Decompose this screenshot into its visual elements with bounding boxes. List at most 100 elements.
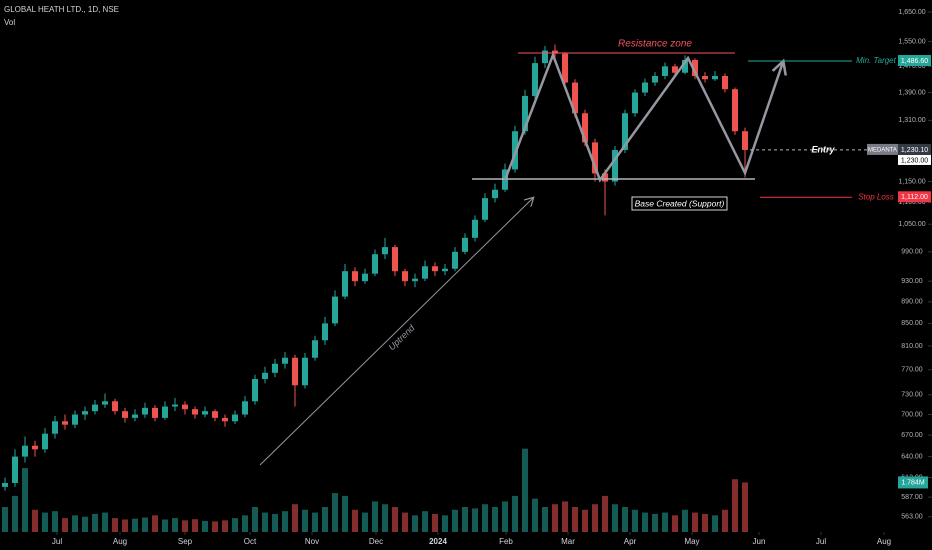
candle-body bbox=[402, 271, 408, 282]
y-tick-label: 1,100.00 bbox=[898, 199, 925, 206]
y-tick-label: 770.00 bbox=[901, 367, 923, 374]
y-tick-label: 1,470.00 bbox=[898, 63, 925, 70]
volume-bar bbox=[512, 495, 518, 532]
volume-bar bbox=[662, 512, 668, 532]
volume-bar bbox=[542, 507, 548, 532]
support-label: Base Created (Support) bbox=[635, 198, 725, 208]
volume-bar bbox=[432, 513, 438, 532]
volume-bar bbox=[372, 501, 378, 532]
level-price-label: 1,486.60 bbox=[901, 58, 928, 65]
candle-body bbox=[642, 82, 648, 93]
candle-body bbox=[342, 271, 348, 297]
candle-body bbox=[512, 131, 518, 170]
candle-body bbox=[102, 401, 108, 405]
candle-body bbox=[192, 409, 198, 415]
volume-bar bbox=[62, 518, 68, 532]
volume-bar bbox=[502, 501, 508, 532]
candle-body bbox=[252, 379, 258, 402]
candle-body bbox=[322, 323, 328, 341]
candle-body bbox=[312, 340, 318, 358]
volume-bar bbox=[202, 520, 208, 532]
candle-body bbox=[12, 456, 18, 483]
candle-body bbox=[32, 445, 38, 450]
candle-body bbox=[442, 268, 448, 272]
y-tick-label: 810.00 bbox=[901, 343, 923, 350]
x-tick-label: Jul bbox=[816, 537, 826, 546]
volume-bar bbox=[482, 504, 488, 532]
volume-bar bbox=[192, 519, 198, 532]
volume-bar bbox=[332, 493, 338, 532]
candle-body bbox=[222, 417, 228, 422]
y-tick-label: 1,050.00 bbox=[898, 221, 925, 228]
candle-body bbox=[212, 411, 218, 418]
candle-body bbox=[22, 445, 28, 457]
x-tick-label: Jun bbox=[753, 537, 766, 546]
candle-body bbox=[422, 266, 428, 279]
volume-bar bbox=[32, 509, 38, 532]
volume-bar bbox=[632, 509, 638, 532]
x-tick-label: Aug bbox=[877, 537, 891, 546]
volume-bar bbox=[342, 495, 348, 532]
candle-body bbox=[92, 404, 98, 412]
candle-body bbox=[352, 271, 358, 282]
candle-body bbox=[562, 53, 568, 83]
resistance-label: Resistance zone bbox=[618, 39, 692, 50]
volume-bar bbox=[282, 511, 288, 532]
volume-bar bbox=[412, 515, 418, 532]
candle-body bbox=[372, 254, 378, 274]
candle-body bbox=[522, 95, 528, 132]
volume-bar bbox=[12, 495, 18, 532]
volume-bar bbox=[572, 507, 578, 532]
x-tick-label: 2024 bbox=[429, 537, 447, 546]
level-price-label: 1,112.00 bbox=[901, 194, 928, 201]
candle-layer bbox=[2, 44, 748, 491]
volume-bar bbox=[562, 501, 568, 532]
candle-body bbox=[432, 266, 438, 272]
volume-bar bbox=[72, 515, 78, 532]
volume-bar bbox=[302, 509, 308, 532]
x-tick-label: Sep bbox=[178, 537, 193, 546]
volume-bar bbox=[652, 513, 658, 532]
x-tick-label: Apr bbox=[624, 537, 637, 546]
volume-bar bbox=[472, 508, 478, 532]
volume-bar bbox=[492, 507, 498, 532]
volume-bar bbox=[212, 521, 218, 532]
y-tick-label: 1,310.00 bbox=[898, 117, 925, 124]
volume-bar bbox=[702, 513, 708, 532]
volume-bar bbox=[2, 507, 8, 532]
axes: 563.00587.00612.00640.00670.00700.00730.… bbox=[52, 9, 932, 546]
y-tick-label: 670.00 bbox=[901, 432, 923, 439]
volume-bar bbox=[162, 519, 168, 532]
candle-body bbox=[242, 401, 248, 415]
volume-bar bbox=[422, 511, 428, 532]
y-tick-label: 587.00 bbox=[901, 494, 923, 501]
x-tick-label: Jul bbox=[52, 537, 62, 546]
y-tick-label: 700.00 bbox=[901, 411, 923, 418]
x-tick-label: Nov bbox=[305, 537, 319, 546]
candle-body bbox=[722, 75, 728, 90]
candle-body bbox=[482, 198, 488, 220]
candle-body bbox=[132, 414, 138, 418]
volume-bar bbox=[142, 517, 148, 532]
y-tick-label: 1,550.00 bbox=[898, 38, 925, 45]
candle-body bbox=[62, 421, 68, 425]
volume-bar bbox=[252, 507, 258, 532]
symbol-box bbox=[867, 143, 898, 155]
candle-body bbox=[542, 50, 548, 64]
candle-body bbox=[572, 82, 578, 114]
candle-body bbox=[492, 189, 498, 199]
candle-body bbox=[682, 59, 688, 73]
volume-bar bbox=[292, 504, 298, 532]
x-tick-label: May bbox=[684, 537, 699, 546]
candle-body bbox=[272, 363, 278, 373]
candle-body bbox=[142, 407, 148, 415]
close-price-box bbox=[898, 154, 931, 165]
candle-body bbox=[362, 273, 368, 282]
candle-body bbox=[552, 50, 558, 54]
level-price-box bbox=[898, 143, 931, 155]
candle-body bbox=[702, 75, 708, 80]
pattern-zigzag bbox=[503, 51, 783, 183]
volume-bar bbox=[172, 518, 178, 532]
volume-bar bbox=[552, 504, 558, 532]
volume-bar bbox=[582, 509, 588, 532]
